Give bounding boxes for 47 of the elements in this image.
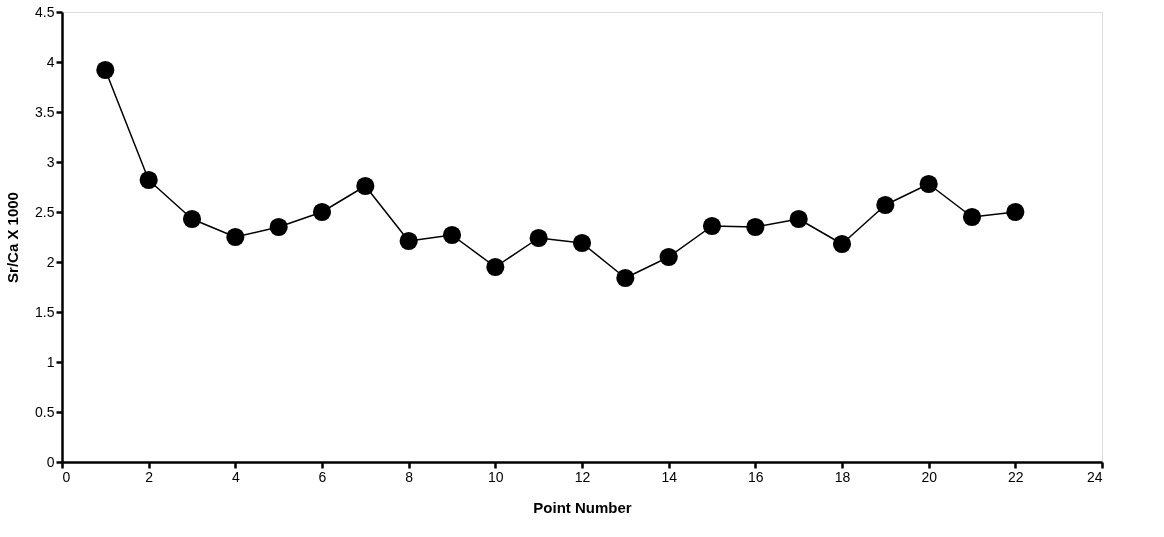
point xyxy=(962,207,982,227)
point xyxy=(789,209,808,229)
x-tick-label: 8 xyxy=(405,468,414,485)
point xyxy=(312,202,332,222)
point xyxy=(399,231,418,251)
point xyxy=(572,233,592,253)
point xyxy=(529,228,548,248)
point xyxy=(442,225,462,245)
y-tick-label: 3 xyxy=(46,153,55,170)
y-tick-label: 0.5 xyxy=(35,403,55,420)
y-tick-label: 2.5 xyxy=(35,203,55,220)
point xyxy=(226,227,245,247)
y-tick-label: 1.5 xyxy=(35,303,55,320)
point xyxy=(659,247,678,267)
x-tick-label: 20 xyxy=(921,468,938,485)
x-tick-label: 0 xyxy=(62,468,71,485)
y-tick-label: 2 xyxy=(46,253,55,270)
point xyxy=(832,234,852,254)
y-axis-title: Sr/Ca X 1000 xyxy=(4,192,22,283)
y-tick-label: 1 xyxy=(46,353,55,370)
point xyxy=(96,60,115,80)
point xyxy=(746,217,765,237)
x-tick-label: 18 xyxy=(834,468,851,485)
point xyxy=(139,170,158,190)
y-tick-label: 3.5 xyxy=(35,103,55,120)
x-tick-label: 22 xyxy=(1008,468,1024,485)
point xyxy=(702,216,722,236)
point xyxy=(1006,202,1025,222)
x-tick-label: 6 xyxy=(318,468,327,485)
y-tick-label: 4 xyxy=(46,53,55,70)
point xyxy=(356,176,375,196)
x-axis-title: Point Number xyxy=(533,498,632,516)
point xyxy=(616,268,635,288)
x-tick-label: 4 xyxy=(231,468,240,485)
x-tick-label: 2 xyxy=(145,468,154,485)
x-tick-label: 10 xyxy=(488,468,504,485)
point xyxy=(876,195,895,215)
point xyxy=(269,217,288,237)
y-tick-label: 4.5 xyxy=(35,3,55,20)
x-tick-label: 14 xyxy=(661,468,678,485)
point xyxy=(182,209,202,229)
x-tick-label: 24 xyxy=(1086,468,1103,485)
x-tick-label: 16 xyxy=(748,468,764,485)
x-tick-label: 12 xyxy=(574,468,591,485)
y-tick-label: 0 xyxy=(46,453,55,470)
point xyxy=(919,174,938,194)
point xyxy=(486,257,505,277)
